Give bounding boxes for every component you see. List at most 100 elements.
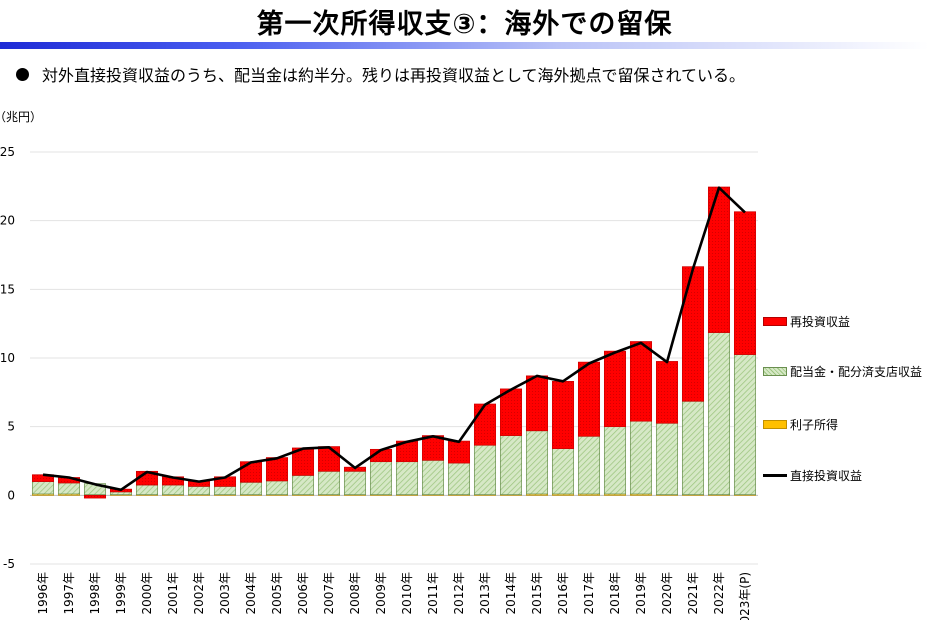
x-tick-label: 2012年 [452,572,466,615]
bar-reinvest [265,457,289,482]
bar-dividend [109,491,133,495]
bar-dividend [447,462,471,495]
bar-reinvest [239,461,263,483]
x-tick-label: 2017年 [582,572,596,615]
x-tick-label: 2013年 [478,572,492,615]
legend-line-total [763,474,787,477]
y-axis-label: （兆円） [0,110,42,124]
legend-item-total: 直接投資収益 [763,467,862,484]
bar-reinvest [525,375,549,432]
x-tick-label: 2002年 [192,572,206,615]
y-tick-label: -5 [3,557,15,571]
bar-dividend [733,354,757,495]
x-tick-label: 1996年 [36,572,50,615]
x-tick-label: 2016年 [556,572,570,615]
bar-dividend [317,470,341,495]
bar-dividend [239,481,263,495]
x-axis-labels: 1996年 1997年 1998年 1999年 2000年 2001年 2002年 2003年… [36,572,752,620]
title-underline-bar [0,42,929,49]
legend-label-dividend: 配当金・配分済支店収益 [790,365,923,379]
bar-dividend [499,435,523,495]
bar-dividend [525,430,549,495]
bar-reinvest [447,440,471,464]
x-tick-label: 1999年 [114,572,128,615]
bar-dividend [655,422,679,495]
bar-dividend [369,461,393,495]
x-tick-label: 2018年 [608,572,622,615]
bar-dividend [551,448,575,495]
x-tick-label: 2020年 [660,572,674,615]
x-tick-label: 2004年 [244,572,258,615]
legend-swatch-interest [763,420,787,429]
x-tick-label: 2003年 [218,572,232,615]
bar-reinvest [655,361,679,424]
bar-reinvest [681,266,705,402]
bar-reinvest [473,403,497,446]
x-tick-label: 1997年 [62,572,76,615]
bar-dividend [31,481,55,495]
bar-dividend [265,480,289,495]
bar-dividend [291,475,315,495]
bullet-row: 対外直接投資収益のうち、配当金は約半分。残りは再投資収益として海外拠点で留保され… [16,62,745,86]
bullet-dot-icon [16,67,29,81]
bar-dividend [187,486,211,495]
legend-item-reinvest: 再投資収益 [763,313,850,330]
bar-dividend [343,470,367,495]
y-tick-label: 5 [7,420,15,434]
legend-item-dividend: 配当金・配分済支店収益 [763,363,922,380]
bar-reinvest [83,494,107,499]
y-axis-ticks: -5 0 5 10 15 20 25 [0,145,15,571]
y-tick-label: 15 [0,282,15,296]
legend-swatch-dividend [763,367,787,376]
bullet-text: 対外直接投資収益のうち、配当金は約半分。残りは再投資収益として海外拠点で留保され… [42,66,746,85]
y-tick-label: 20 [0,214,15,228]
legend-label-reinvest: 再投資収益 [790,315,851,329]
y-tick-label: 0 [7,488,15,502]
x-tick-label: 1998年 [88,572,102,615]
bar-dividend [395,461,419,495]
bar-reinvest [421,435,445,461]
bar-dividend [681,400,705,495]
legend-swatch-reinvest [763,317,787,326]
x-tick-label: 2010年 [400,572,414,615]
bar-dividend [213,486,237,495]
x-tick-label: 2019年 [634,572,648,615]
x-tick-label: 2007年 [322,572,336,615]
bar-dividend [577,435,601,495]
x-tick-label: 2011年 [426,572,440,615]
x-tick-label: 2009年 [374,572,388,615]
bar-reinvest [499,388,523,436]
y-tick-label: 10 [0,351,15,365]
x-tick-label: 2023年(P) [738,572,752,620]
line-total-income [42,186,746,492]
bar-dividend [603,426,627,495]
bar-dividend [707,332,731,495]
legend-item-interest: 利子所得 [763,416,838,433]
x-tick-label: 2006年 [296,572,310,615]
x-tick-label: 2015年 [530,572,544,615]
bar-reinvest [603,350,627,428]
y-tick-label: 25 [0,145,15,159]
bar-reinvest [577,361,601,437]
x-tick-label: 2005年 [270,572,284,615]
bar-dividend [421,459,445,495]
bar-reinvest [629,341,653,422]
bar-dividend [135,484,159,495]
bar-dividend [629,420,653,495]
x-tick-label: 2021年 [686,572,700,615]
x-tick-label: 2022年 [712,572,726,615]
bar-dividend [161,484,185,495]
bar-dividend [473,444,497,495]
x-tick-label: 2000年 [140,572,154,615]
legend-label-total: 直接投資収益 [790,469,863,483]
total-line [42,186,746,492]
x-tick-label: 2008年 [348,572,362,615]
x-tick-label: 2014年 [504,572,518,615]
slide-title: 第一次所得収支③：海外での留保 [256,9,673,40]
bar-dividend [57,482,81,495]
bar-reinvest [551,380,575,449]
legend-label-interest: 利子所得 [790,418,839,432]
x-tick-label: 2001年 [166,572,180,615]
bar-reinvest [317,446,341,472]
